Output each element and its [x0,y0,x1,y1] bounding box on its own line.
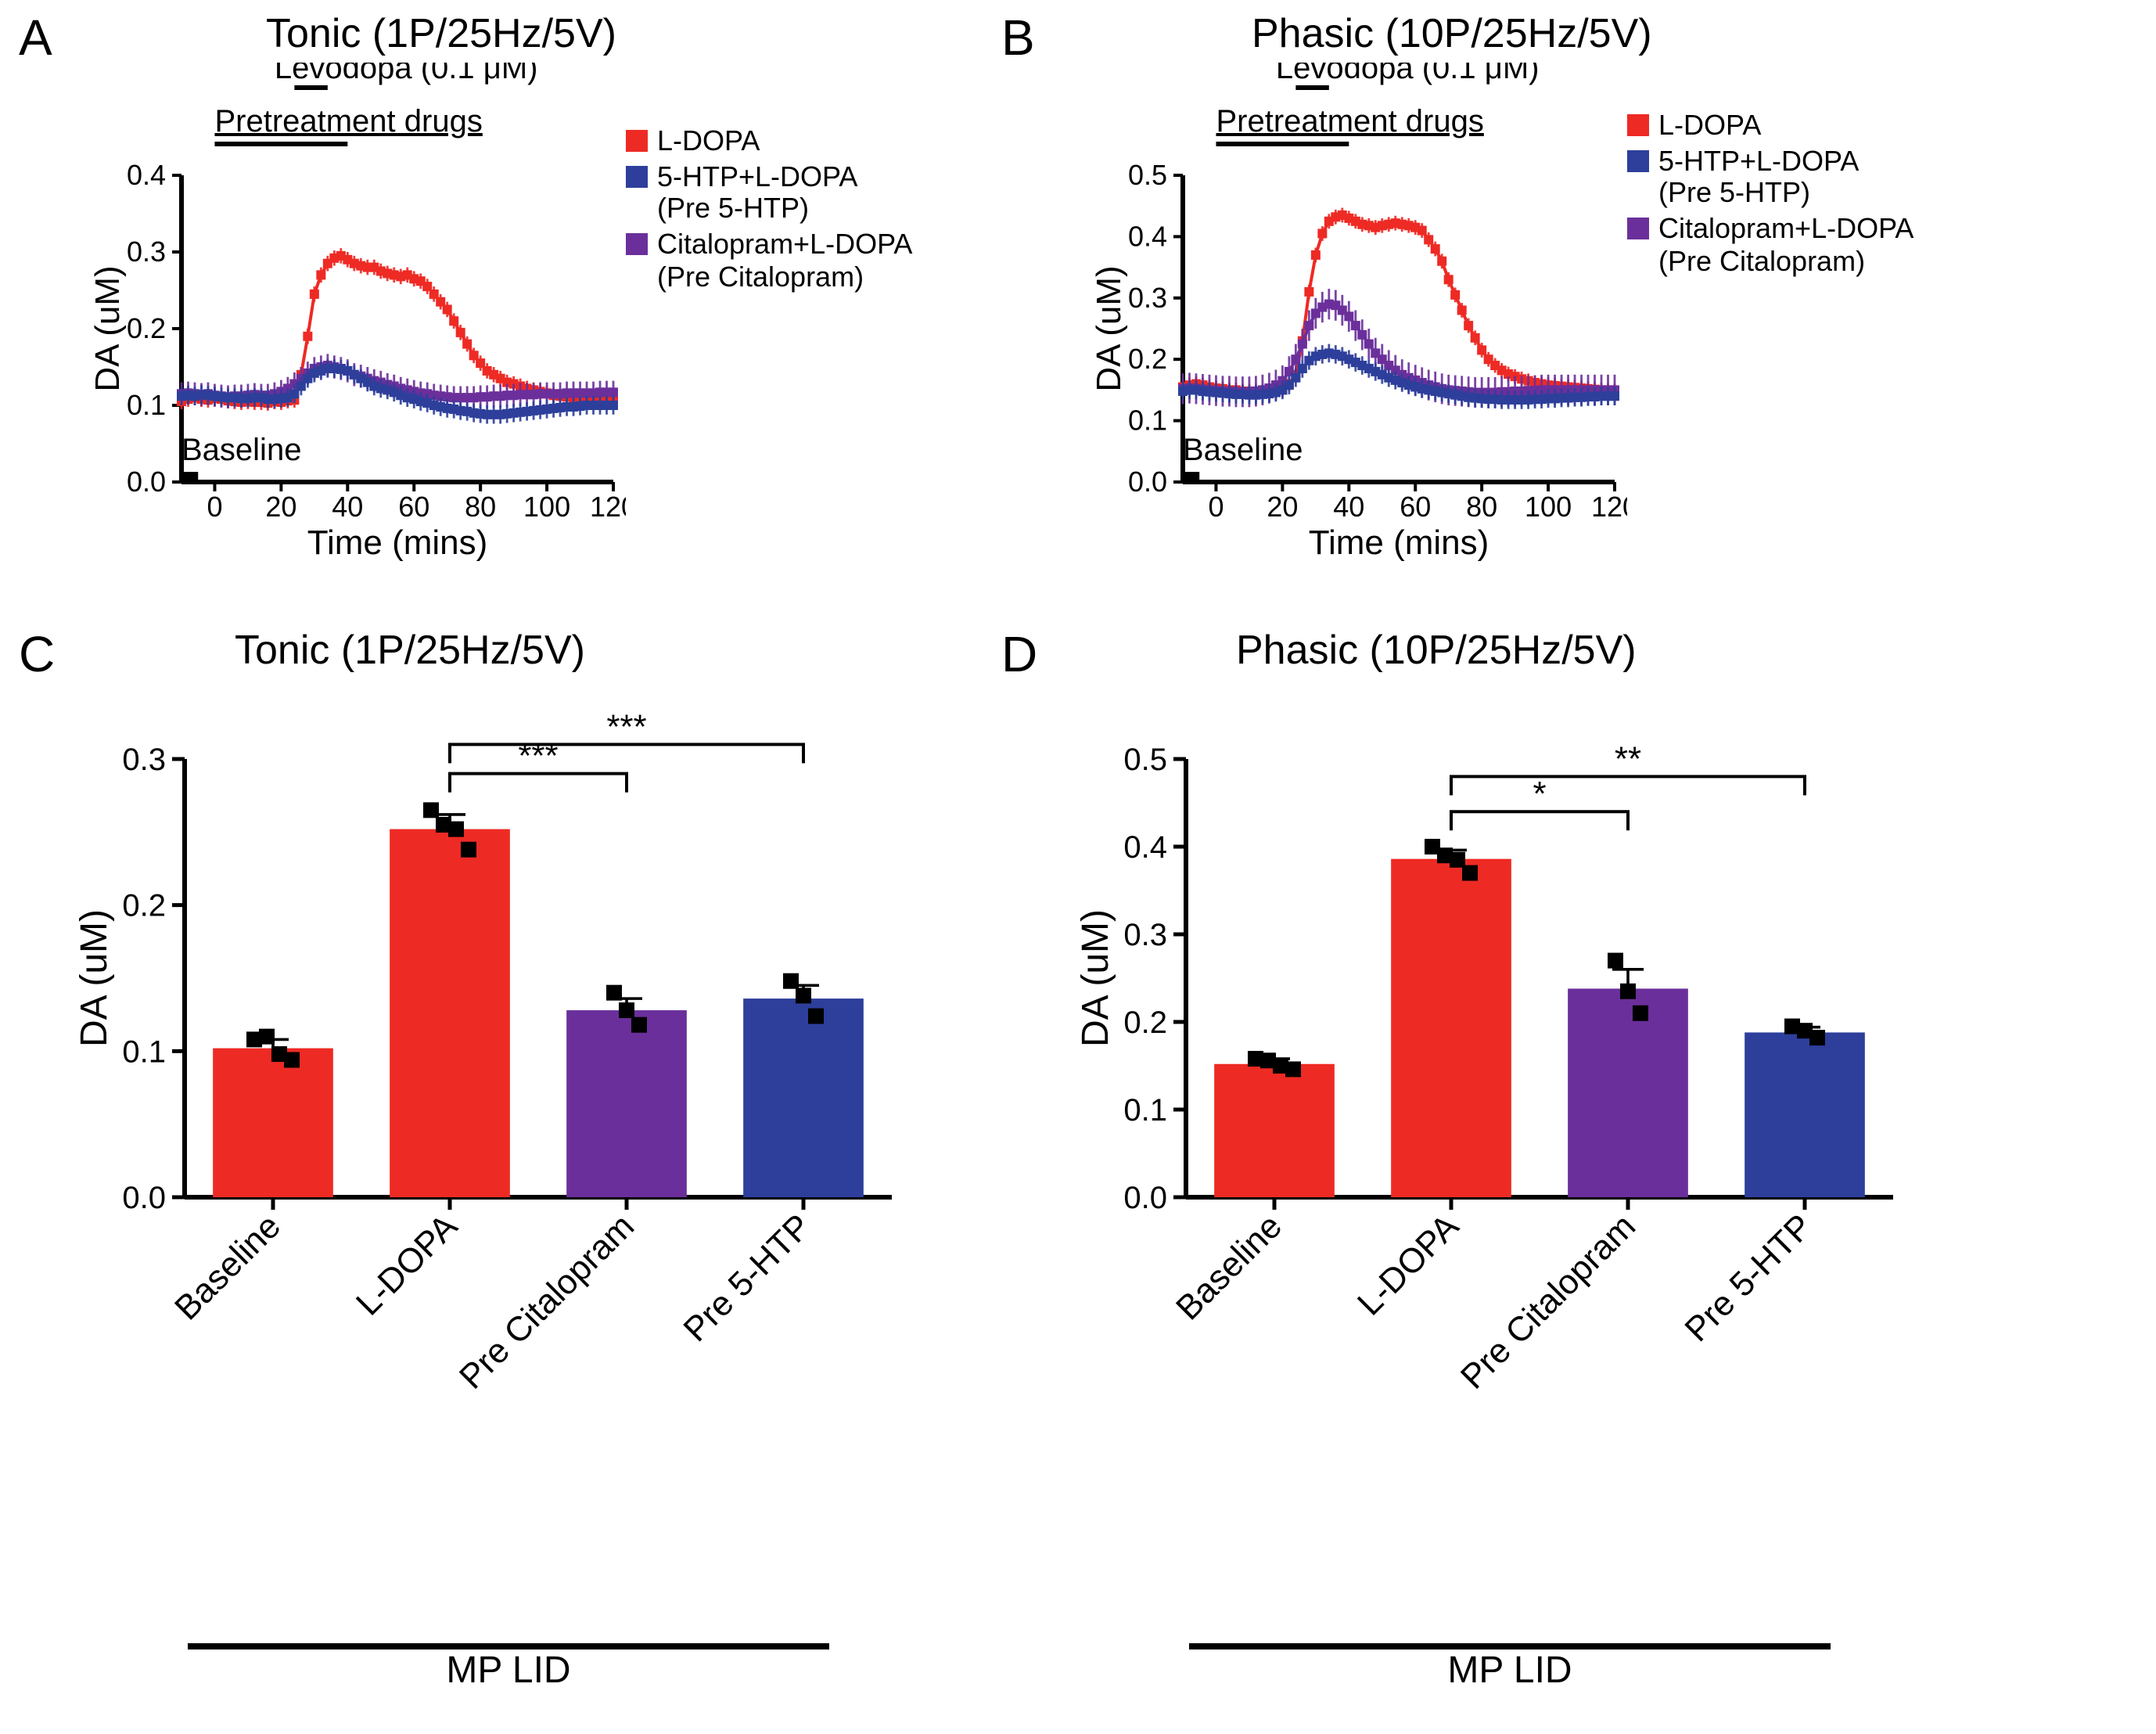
svg-text:Time (mins): Time (mins) [307,523,488,562]
svg-text:0.3: 0.3 [122,743,166,777]
svg-text:Time (mins): Time (mins) [1309,523,1489,562]
svg-text:0.2: 0.2 [127,312,166,344]
svg-text:Baseline: Baseline [1183,433,1303,467]
svg-text:0.2: 0.2 [1123,1006,1167,1040]
panel-c-title: Tonic (1P/25Hz/5V) [235,626,585,675]
panel-d-chart: 0.00.10.20.30.40.5DA (uM)BaselineL-DOPAP… [1080,681,1909,1526]
figure-root: A Tonic (1P/25Hz/5V) B Phasic (10P/25Hz/… [0,0,2156,1734]
svg-text:0.3: 0.3 [127,236,166,268]
svg-text:Baseline: Baseline [167,1207,288,1327]
svg-text:0.4: 0.4 [1123,830,1167,865]
svg-text:60: 60 [1400,491,1431,523]
panel-b-label: B [1001,9,1035,67]
svg-text:**: ** [1615,739,1641,778]
svg-text:***: *** [518,737,558,775]
svg-text:Pre 5-HTP: Pre 5-HTP [676,1207,818,1349]
panel-b-chart: 0.0 0.1 0.2 0.3 0.4 0.5 0 20 40 60 80 100 120 Time (m… [1095,63,1627,563]
svg-text:Pre Citalopram: Pre Citalopram [452,1207,641,1396]
panel-a-title: Tonic (1P/25Hz/5V) [266,9,616,58]
svg-text:Baseline: Baseline [1169,1207,1289,1327]
svg-text:100: 100 [1525,491,1572,523]
svg-text:0.0: 0.0 [1128,466,1167,498]
svg-text:120: 120 [590,491,626,523]
svg-text:0.0: 0.0 [1123,1181,1167,1215]
svg-text:0.1: 0.1 [127,389,166,421]
svg-text:L-DOPA: L-DOPA [1350,1207,1467,1323]
svg-text:Pretreatment drugs: Pretreatment drugs [1216,104,1483,139]
svg-text:80: 80 [1466,491,1497,523]
svg-text:Pretreatment drugs: Pretreatment drugs [214,104,482,139]
svg-text:100: 100 [523,491,570,523]
svg-text:*: * [1533,775,1546,813]
panel-a-label: A [19,9,52,67]
svg-text:40: 40 [1333,491,1364,523]
panel-c-chart: 0.0 0.1 0.2 0.3 DA (uM) Baseline L-DOPAPre Cit… [78,681,907,1526]
svg-text:0.2: 0.2 [1128,343,1167,375]
svg-text:0.4: 0.4 [127,159,166,191]
svg-text:20: 20 [265,491,296,523]
svg-text:0: 0 [1208,491,1224,523]
svg-text:0.2: 0.2 [122,889,166,923]
svg-text:0.1: 0.1 [1128,405,1167,437]
svg-text:***: *** [606,707,646,746]
svg-text:0.4: 0.4 [1128,220,1167,252]
panel-c-label: C [19,626,55,684]
svg-text:DA (uM): DA (uM) [78,909,115,1047]
panel-d-title: Phasic (10P/25Hz/5V) [1236,626,1637,675]
svg-text:DA (uM): DA (uM) [1095,265,1128,391]
svg-text:0.5: 0.5 [1123,743,1167,777]
svg-text:Baseline: Baseline [181,433,301,467]
svg-text:DA (uM): DA (uM) [94,265,127,391]
svg-text:Levodopa (0.1 μM): Levodopa (0.1 μM) [275,63,538,85]
panel-b-title: Phasic (10P/25Hz/5V) [1252,9,1652,58]
svg-text:0: 0 [207,491,222,523]
panel-a-legend: L-DOPA5-HTP+L-DOPA (Pre 5-HTP)Citalopram… [626,125,986,297]
svg-text:20: 20 [1267,491,1298,523]
svg-text:0.1: 0.1 [1123,1093,1167,1128]
panel-d-label: D [1001,626,1037,684]
svg-text:Pre Citalopram: Pre Citalopram [1454,1207,1643,1396]
panel-a-chart: 0.0 0.1 0.2 0.3 0.4 0 20 40 60 80 100 120 Time (mins… [94,63,626,563]
panel-b-legend: L-DOPA5-HTP+L-DOPA (Pre 5-HTP)Citalopram… [1627,110,1987,281]
svg-text:40: 40 [332,491,363,523]
svg-text:DA (uM): DA (uM) [1080,909,1116,1047]
svg-text:Levodopa (0.1 μM): Levodopa (0.1 μM) [1276,63,1540,85]
svg-text:80: 80 [465,491,496,523]
svg-text:0.3: 0.3 [1128,282,1167,314]
svg-text:L-DOPA: L-DOPA [349,1207,465,1323]
panel-d-mp-label: MP LID [1189,1643,1831,1693]
svg-text:Pre 5-HTP: Pre 5-HTP [1677,1207,1820,1349]
svg-text:60: 60 [398,491,429,523]
svg-text:0.0: 0.0 [122,1181,166,1215]
svg-text:0.1: 0.1 [122,1034,166,1069]
panel-c-mp-label: MP LID [188,1643,829,1693]
svg-text:0.0: 0.0 [127,466,166,498]
svg-text:0.5: 0.5 [1128,159,1167,191]
svg-text:0.3: 0.3 [1123,918,1167,952]
svg-text:120: 120 [1591,491,1627,523]
